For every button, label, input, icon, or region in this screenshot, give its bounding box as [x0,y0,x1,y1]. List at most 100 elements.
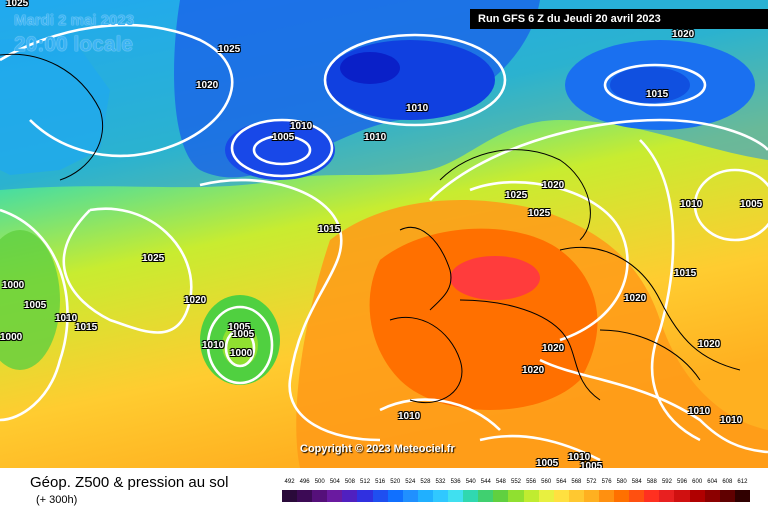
isobar-label: 1010 [568,452,591,463]
scale-label: 552 [510,479,521,485]
scale-label: 528 [420,479,431,485]
isobar-label: 1010 [688,406,711,417]
scale-swatch [719,490,735,502]
scale-label: 504 [329,479,340,485]
isobar-label: 1020 [542,180,565,191]
copyright: Copyright © 2023 Meteociel.fr [300,443,455,455]
scale-swatch [568,490,584,502]
isobar-label: 1015 [646,89,669,100]
valid-date: Mardi 2 mai 2023 [14,12,135,29]
scale-label: 588 [646,479,657,485]
isobar-label: 1015 [318,224,341,235]
scale-label: 560 [541,479,552,485]
scale-label: 508 [344,479,355,485]
scale-label: 536 [450,479,461,485]
scale-label: 564 [556,479,567,485]
isobar-label: 1010 [202,340,225,351]
scale-swatch [448,490,464,502]
isobar-label: 1020 [522,365,545,376]
scale-swatch [644,490,660,502]
isobar-label: 1005 [228,322,251,333]
scale-swatch [372,490,388,502]
isobar-label: 1000 [230,348,253,359]
scale-swatch [327,490,343,502]
isobar-label: 1005 [24,300,47,311]
isobar-label: 1020 [672,29,695,40]
isobar-label: 1005 [536,458,559,468]
isobar-label: 1025 [6,0,29,9]
scale-swatch [402,490,418,502]
scale-label: 524 [405,479,416,485]
scale-swatch [553,490,569,502]
isobar-label: 1010 [406,103,429,114]
valid-time: 20:00 locale [14,33,134,56]
scale-swatch [629,490,645,502]
scale-swatch [297,490,313,502]
scale-swatch [432,490,449,502]
scale-swatch [538,490,554,502]
isobar-label: 1010 [364,132,387,143]
scale-label: 612 [737,479,748,485]
scale-label: 576 [601,479,612,485]
isobar-label: 1010 [398,411,421,422]
forecast-map: Mardi 2 mai 2023 20:00 locale Run GFS 6 … [0,0,768,468]
isobar-label: 1020 [196,80,219,91]
isobar-label: 1010 [55,313,78,324]
run-info: Run GFS 6 Z du Jeudi 20 avril 2023 [470,9,768,29]
isobar-label: 1005 [580,461,603,468]
isobar-label: 1005 [740,199,763,210]
scale-swatch [508,490,524,502]
scale-label: 516 [375,479,386,485]
scale-swatch [734,490,750,502]
scale-swatch [282,490,298,502]
scale-label: 592 [661,479,672,485]
isobar-label: 1020 [698,339,721,350]
isobar-label: 1015 [674,268,697,279]
isobar-label: 1025 [142,253,165,264]
scale-label: 556 [526,479,537,485]
scale-swatch [463,490,479,502]
scale-swatch [493,490,509,502]
scale-swatch [478,490,494,502]
scale-swatch [704,490,720,502]
scale-label: 572 [586,479,597,485]
isobar-label: 1000 [0,332,23,343]
scale-swatch [689,490,705,502]
isobar-label: 1025 [505,190,528,201]
scale-swatch [659,490,675,502]
scale-label: 548 [495,479,506,485]
z500-field [0,0,768,468]
isobar-label: 1020 [542,343,565,354]
scale-label: 600 [692,479,703,485]
legend-subtitle: (+ 300h) [36,494,78,506]
isobar-label: 1020 [184,295,207,306]
scale-label: 604 [707,479,718,485]
isobar-label: 1010 [290,121,313,132]
scale-label: 512 [360,479,371,485]
isobar-label: 1015 [75,322,98,333]
scale-swatch [614,490,630,502]
scale-label: 584 [631,479,642,485]
scale-label: 492 [284,479,295,485]
scale-label: 580 [616,479,627,485]
scale-swatch [598,490,615,502]
scale-swatch [523,490,539,502]
scale-label: 496 [299,479,310,485]
scale-label: 544 [480,479,491,485]
scale-swatch [583,490,599,502]
scale-swatch [357,490,373,502]
scale-labels: 492 496 500 504 508 512 516 520 524 528 532 536 540 5… [282,479,750,489]
scale-swatch [312,490,328,502]
scale-label: 500 [314,479,325,485]
isobar-label: 1010 [680,199,703,210]
scale-label: 540 [465,479,476,485]
scale-label: 520 [390,479,401,485]
isobar-label: 1005 [272,132,295,143]
isobar-label: 1020 [624,293,647,304]
scale-label: 568 [571,479,582,485]
color-scale [282,490,750,502]
scale-swatch [342,490,358,502]
isobar-label: 1000 [2,280,25,291]
isobar-label: 1010 [720,415,743,426]
scale-label: 608 [722,479,733,485]
